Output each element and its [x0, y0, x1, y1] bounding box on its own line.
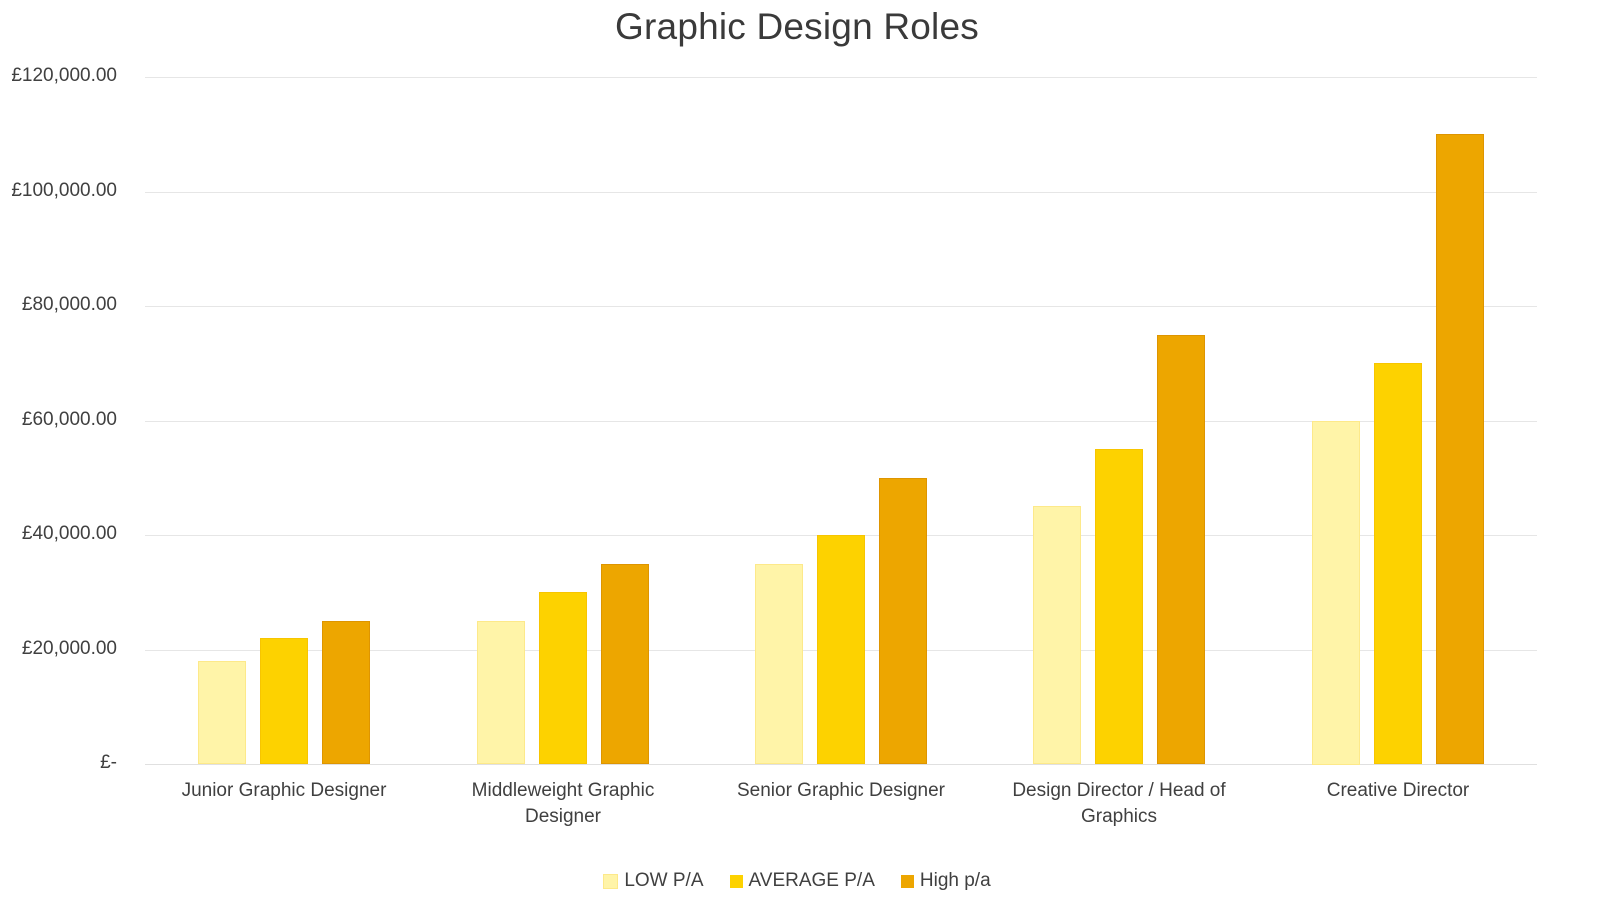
bar-high[interactable] — [1436, 134, 1484, 764]
legend-item-high[interactable]: High p/a — [900, 870, 991, 892]
y-tick-label: £120,000.00 — [11, 65, 117, 86]
bar-low[interactable] — [1312, 421, 1360, 765]
bar-high[interactable] — [322, 621, 370, 764]
x-axis-line — [145, 764, 1537, 765]
y-tick-label: £60,000.00 — [21, 409, 117, 430]
legend-label-high: High p/a — [919, 870, 991, 891]
x-category-label: Junior Graphic Designer — [181, 780, 387, 801]
bar-low[interactable] — [755, 564, 803, 764]
bar-average[interactable] — [1095, 449, 1143, 764]
bar-high[interactable] — [879, 478, 927, 764]
legend-item-low[interactable]: LOW P/A — [603, 870, 704, 892]
x-category-label: Design Director / Head of Graphics — [1012, 780, 1226, 827]
y-tick-label: £40,000.00 — [21, 523, 117, 544]
y-tick-label: £20,000.00 — [21, 638, 117, 659]
x-category-label: Senior Graphic Designer — [736, 780, 946, 801]
legend-swatch-high — [900, 874, 914, 888]
x-category-label: Middleweight Graphic Designer — [471, 780, 655, 827]
chart-title: Graphic Design Roles — [615, 6, 979, 47]
bar-low[interactable] — [477, 621, 525, 764]
gridline — [145, 306, 1537, 307]
gridline — [145, 77, 1537, 78]
y-tick-label: £80,000.00 — [21, 294, 117, 315]
bar-average[interactable] — [260, 638, 308, 764]
y-tick-label: £- — [100, 752, 117, 773]
y-tick-label: £100,000.00 — [11, 180, 117, 201]
legend-item-average[interactable]: AVERAGE P/A — [729, 870, 875, 892]
x-category-label: Creative Director — [1326, 780, 1470, 801]
bar-high[interactable] — [1157, 335, 1205, 764]
bar-average[interactable] — [539, 592, 587, 764]
bar-low[interactable] — [1033, 506, 1081, 764]
bar-average[interactable] — [817, 535, 865, 764]
bar-low[interactable] — [198, 661, 246, 764]
legend-label-low: LOW P/A — [624, 870, 704, 891]
legend-label-average: AVERAGE P/A — [748, 870, 875, 891]
legend-swatch-average — [729, 874, 743, 888]
bar-high[interactable] — [601, 564, 649, 764]
bar-average[interactable] — [1374, 363, 1422, 764]
legend-swatch-low — [603, 873, 619, 889]
gridline — [145, 421, 1537, 422]
legend: LOW P/A AVERAGE P/A High p/a — [0, 870, 1594, 892]
gridline — [145, 192, 1537, 193]
